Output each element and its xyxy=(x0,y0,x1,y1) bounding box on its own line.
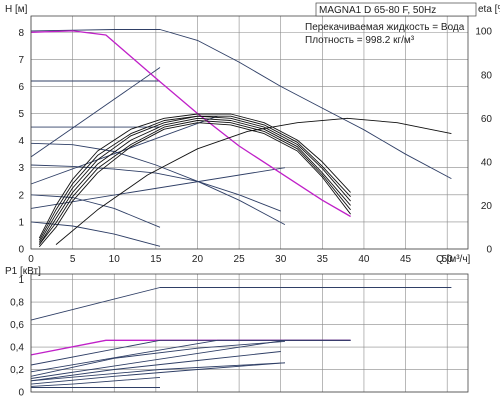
fluid-label: Перекачиваемая жидкость = Вода xyxy=(305,22,465,33)
x-tick-label: 5 xyxy=(70,254,76,265)
ticks-layer: 0 5 10 15 20 25 30 35 40 45 5001234567802040608010… xyxy=(10,27,492,399)
head-curve xyxy=(30,194,161,228)
model-label-box xyxy=(315,2,477,17)
power-curve xyxy=(30,287,452,321)
head-curve xyxy=(30,142,286,225)
head-curve xyxy=(30,29,452,179)
density-label: Плотность = 998.2 кг/м³ xyxy=(305,35,415,46)
power-tick-label: 0 xyxy=(18,388,24,399)
x-tick-label: 10 xyxy=(109,254,121,265)
y2-tick-label: 40 xyxy=(481,157,493,168)
head-curve xyxy=(30,221,161,247)
y-axis-label-head: H [м] xyxy=(5,4,28,15)
power-curve xyxy=(30,339,351,379)
efficiency-curve xyxy=(38,117,351,245)
y-tick-label: 6 xyxy=(18,82,24,93)
lower-plot-frame xyxy=(30,273,469,393)
power-curve xyxy=(30,351,281,382)
series-layer xyxy=(30,29,452,388)
x-tick-label: 30 xyxy=(275,254,287,265)
y-tick-label: 3 xyxy=(18,163,24,174)
y-tick-label: 5 xyxy=(18,109,24,120)
axes-layer xyxy=(30,15,469,393)
efficiency-curve xyxy=(38,113,351,239)
x-tick-label: 45 xyxy=(400,254,412,265)
y-tick-label: 4 xyxy=(18,136,24,147)
y-tick-label: 8 xyxy=(18,28,24,39)
y-tick-label: 2 xyxy=(18,190,24,201)
power-curve xyxy=(30,340,285,377)
power-tick-label: 0,2 xyxy=(10,365,24,376)
x-tick-label: 25 xyxy=(234,254,246,265)
power-curve xyxy=(30,376,161,387)
y2-tick-label: 60 xyxy=(481,114,493,125)
y2-tick-label: 20 xyxy=(481,201,493,212)
power-tick-label: 0,4 xyxy=(10,343,24,354)
efficiency-curve xyxy=(38,122,351,248)
x-tick-label: 35 xyxy=(317,254,329,265)
x-tick-label: 0 xyxy=(28,254,34,265)
y-tick-label: 7 xyxy=(18,55,24,66)
y-tick-label: 0 xyxy=(18,245,24,256)
x-tick-label: 20 xyxy=(192,254,204,265)
efficiency-curve xyxy=(38,120,351,245)
efficiency-curve xyxy=(55,117,452,245)
power-curve xyxy=(30,362,285,382)
efficiency-curve xyxy=(38,115,351,241)
x-axis-label-flow: Q [м³/ч] xyxy=(436,254,471,265)
x-tick-label: 40 xyxy=(358,254,370,265)
power-tick-label: 0,8 xyxy=(10,298,24,309)
power-tick-label: 1 xyxy=(18,275,24,286)
model-label: MAGNA1 D 65-80 F, 50Hz xyxy=(319,5,436,16)
y2-tick-label: 0 xyxy=(486,245,492,256)
power-tick-label: 0,6 xyxy=(10,320,24,331)
y-axis-label-power: P1 [кВт] xyxy=(5,266,41,277)
y2-tick-label: 80 xyxy=(481,70,493,81)
control-curve xyxy=(30,167,285,209)
control-curve xyxy=(30,67,161,158)
upper-plot-frame xyxy=(30,15,469,250)
x-tick-label: 50 xyxy=(442,254,454,265)
y2-axis-label-eta: eta [%] xyxy=(478,4,500,15)
y2-tick-label: 100 xyxy=(475,27,492,38)
y-tick-label: 1 xyxy=(18,217,24,228)
max-head-curve xyxy=(30,30,351,218)
control-curve xyxy=(30,115,218,185)
x-tick-label: 15 xyxy=(150,254,162,265)
head-curve xyxy=(30,164,281,212)
efficiency-curve xyxy=(38,115,351,243)
power-curve xyxy=(30,362,285,385)
max-power-curve xyxy=(30,339,351,356)
